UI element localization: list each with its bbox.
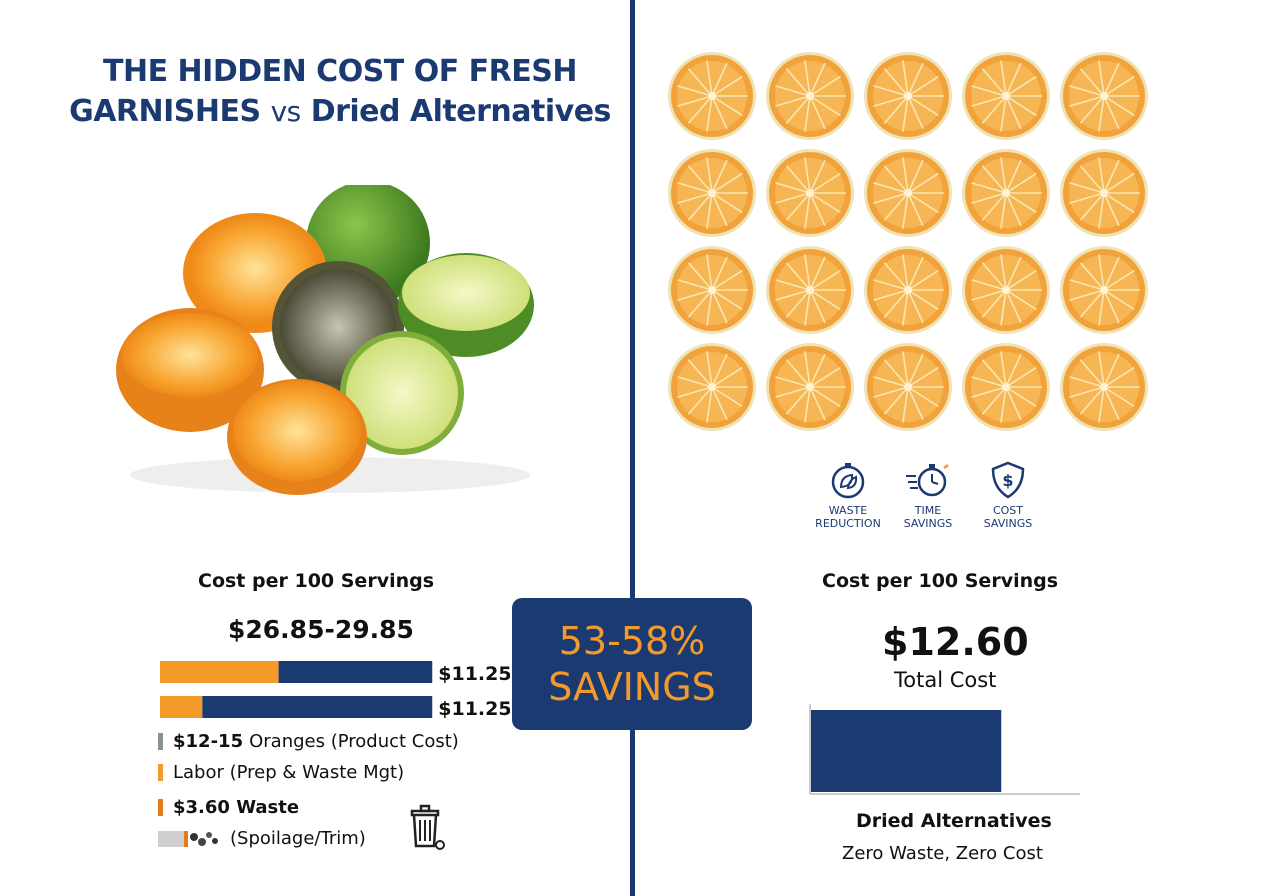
savings-label: SAVINGS [548, 665, 716, 709]
title-garnishes: GARNISHES [69, 94, 261, 129]
legend-bold: $3.60 Waste [173, 797, 300, 818]
title-vs: vs [270, 95, 302, 128]
legend-swatch [158, 764, 163, 781]
dried-total-label: Total Cost [894, 668, 997, 692]
fresh-cost-bars: $11.25 $11.25 [160, 661, 510, 720]
fresh-bar-label: $11.25 [438, 698, 510, 720]
benefit-cost-savings: $ COST SAVINGS [968, 460, 1048, 530]
dried-category-label: Dried Alternatives [856, 810, 1052, 832]
fresh-total-cost: $26.85-29.85 [228, 615, 414, 644]
legend-item-oranges: $12-15 Oranges (Product Cost) [158, 731, 459, 752]
dried-orange-slice [766, 343, 854, 431]
dried-total-cost: $12.60 [882, 620, 1029, 664]
dried-cost-chart [809, 704, 1080, 795]
title-line-1: THE HIDDEN COST OF FRESH [103, 54, 577, 89]
benefit-label: TIME SAVINGS [903, 504, 953, 530]
legend-swatch [158, 799, 163, 816]
fresh-bar-segment [278, 661, 433, 683]
legend-text: Oranges (Product Cost) [249, 731, 459, 752]
dried-cost-heading: Cost per 100 Servings [822, 570, 1059, 592]
dried-orange-slice [668, 343, 756, 431]
benefit-time-savings: TIME SAVINGS [888, 460, 968, 530]
leaf-timer-icon [831, 463, 865, 499]
dried-orange-slice [1060, 52, 1148, 140]
savings-percent: 53-58% [558, 619, 706, 663]
dried-orange-slice [962, 246, 1050, 334]
fresh-bar-segment [202, 696, 433, 718]
dried-orange-slice [668, 149, 756, 237]
spoilage-swatch [158, 830, 218, 847]
benefit-waste-reduction: WASTE REDUCTION [808, 460, 888, 530]
fresh-cost-heading: Cost per 100 Servings [198, 570, 435, 592]
legend-item-labor: Labor (Prep & Waste Mgt) [158, 762, 404, 783]
benefit-label: COST SAVINGS [983, 504, 1033, 530]
dried-orange-slices-grid [668, 52, 1148, 431]
dried-orange-slice [1060, 246, 1148, 334]
dried-orange-slice [962, 149, 1050, 237]
dried-orange-slice [864, 246, 952, 334]
legend-item-waste: $3.60 Waste [158, 797, 305, 818]
legend-text: (Spoilage/Trim) [230, 828, 366, 849]
legend-text: Labor (Prep & Waste Mgt) [173, 762, 405, 783]
savings-callout: 53-58% SAVINGS [512, 598, 752, 730]
title-dried: Dried Alternatives [310, 94, 612, 129]
dried-orange-slice [962, 52, 1050, 140]
dried-orange-slice [766, 52, 854, 140]
benefit-label: WASTE REDUCTION [815, 504, 881, 530]
dried-orange-slice [766, 149, 854, 237]
page-title: THE HIDDEN COST OF FRESH GARNISHES vs Dr… [60, 52, 620, 132]
dried-orange-slice [1060, 343, 1148, 431]
title-line-2: GARNISHES vs Dried Alternatives [60, 92, 620, 132]
dried-category-sublabel: Zero Waste, Zero Cost [842, 843, 1043, 864]
dried-orange-slice [962, 343, 1050, 431]
dried-orange-slice [1060, 149, 1148, 237]
dried-orange-slice [864, 343, 952, 431]
dried-orange-slice [668, 52, 756, 140]
benefit-icons: WASTE REDUCTION TIME SAVINGS $ COST SAVI… [808, 460, 1048, 540]
fresh-bar-segment [160, 661, 279, 683]
fresh-bar-label: $11.25 [438, 663, 510, 685]
trash-icon [410, 804, 445, 850]
fresh-citrus-illustration [116, 185, 534, 495]
dried-orange-slice [766, 246, 854, 334]
dollar-shield-icon: $ [991, 461, 1025, 499]
svg-text:$: $ [1002, 471, 1013, 490]
legend-swatch [158, 733, 163, 750]
center-divider [630, 0, 635, 896]
dried-bar [811, 710, 1002, 792]
stopwatch-icon [906, 464, 949, 497]
dried-orange-slice [668, 246, 756, 334]
legend-bold: $12-15 [173, 731, 244, 752]
dried-orange-slice [864, 149, 952, 237]
legend-item-spoilage: (Spoilage/Trim) [158, 828, 366, 849]
dried-orange-slice [864, 52, 952, 140]
fresh-bar-segment [160, 696, 203, 718]
